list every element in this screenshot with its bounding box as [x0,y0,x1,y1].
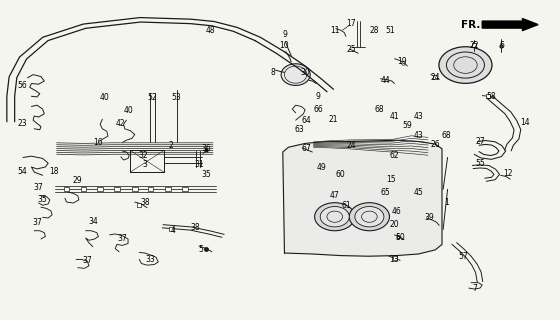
Text: 40: 40 [99,93,109,102]
Text: 18: 18 [49,167,58,176]
Text: 43: 43 [414,131,423,140]
Text: 10: 10 [279,41,290,51]
Text: 56: 56 [17,81,27,90]
Text: 16: 16 [94,138,103,147]
Text: 67: 67 [302,144,312,153]
Polygon shape [283,140,442,256]
Text: 35: 35 [202,170,211,179]
Text: 33: 33 [146,255,155,264]
Bar [166,187,171,191]
Ellipse shape [355,206,384,227]
Text: 1: 1 [444,197,449,206]
Ellipse shape [320,206,349,227]
Text: 36: 36 [202,144,211,153]
Text: 38: 38 [190,223,200,232]
Text: 34: 34 [88,217,98,226]
Text: 30: 30 [300,68,310,77]
Text: 37: 37 [34,183,44,192]
Text: 61: 61 [341,201,351,210]
Text: 41: 41 [390,112,399,121]
Text: FR.: FR. [461,20,480,29]
Bar [132,187,138,191]
Text: 63: 63 [295,125,305,134]
Text: 64: 64 [302,116,312,125]
Bar [182,187,188,191]
Text: 37: 37 [118,234,127,243]
Text: 38: 38 [140,197,150,206]
Ellipse shape [281,64,310,85]
Bar [148,187,153,191]
Text: 9: 9 [282,30,287,39]
Text: 62: 62 [390,151,399,160]
Text: 26: 26 [431,140,440,149]
Text: 45: 45 [414,188,423,197]
Text: 23: 23 [17,119,27,128]
Bar [64,187,69,191]
Text: 15: 15 [386,175,395,184]
Text: 4: 4 [170,226,175,235]
Text: 12: 12 [503,169,512,178]
Text: 7: 7 [472,284,477,292]
Text: 21: 21 [328,115,338,124]
Text: 2: 2 [169,141,174,150]
Bar [81,187,86,191]
Text: 22: 22 [470,41,479,51]
Text: 37: 37 [32,218,42,227]
Text: 35: 35 [38,195,48,204]
Text: 24: 24 [431,73,440,82]
Text: 68: 68 [442,131,451,140]
Text: 19: 19 [397,57,407,66]
Text: 60: 60 [335,170,345,179]
Text: 59: 59 [403,121,412,130]
Text: 11: 11 [330,26,339,35]
FancyArrow shape [482,19,538,31]
Text: 54: 54 [17,167,27,176]
Text: 20: 20 [390,220,399,229]
Text: 44: 44 [380,76,390,85]
Ellipse shape [315,203,355,231]
Text: 52: 52 [148,93,157,102]
Text: 46: 46 [391,207,401,216]
Text: 43: 43 [414,112,423,121]
Text: 32: 32 [138,151,148,160]
Bar [97,187,103,191]
Text: 17: 17 [347,19,356,28]
Text: 6: 6 [500,41,505,51]
Text: 13: 13 [390,255,399,264]
Text: 25: 25 [347,44,356,54]
Bar [114,187,120,191]
Text: 24: 24 [347,141,356,150]
Text: 31: 31 [194,160,204,169]
Text: 3: 3 [142,160,147,169]
Text: 51: 51 [386,26,395,35]
Text: 9: 9 [315,92,320,101]
Text: 57: 57 [458,252,468,261]
Text: 65: 65 [380,188,390,197]
Text: 5: 5 [198,245,203,254]
Text: 48: 48 [206,27,215,36]
Text: 68: 68 [375,105,384,114]
Text: 39: 39 [425,213,435,222]
Text: 14: 14 [520,118,530,127]
Text: 8: 8 [271,68,276,77]
Text: 42: 42 [116,119,125,128]
Text: 53: 53 [172,93,181,102]
Text: 55: 55 [475,159,485,168]
Ellipse shape [349,203,390,231]
Text: 40: 40 [123,106,133,115]
Text: 27: 27 [475,137,485,146]
Text: 66: 66 [313,105,323,114]
Text: 49: 49 [317,164,327,172]
Text: 58: 58 [486,92,496,101]
Text: 28: 28 [369,26,379,35]
Ellipse shape [439,47,492,84]
Text: 29: 29 [73,176,82,185]
Text: 47: 47 [330,191,339,200]
Text: 37: 37 [82,256,92,265]
Text: 50: 50 [395,233,405,242]
